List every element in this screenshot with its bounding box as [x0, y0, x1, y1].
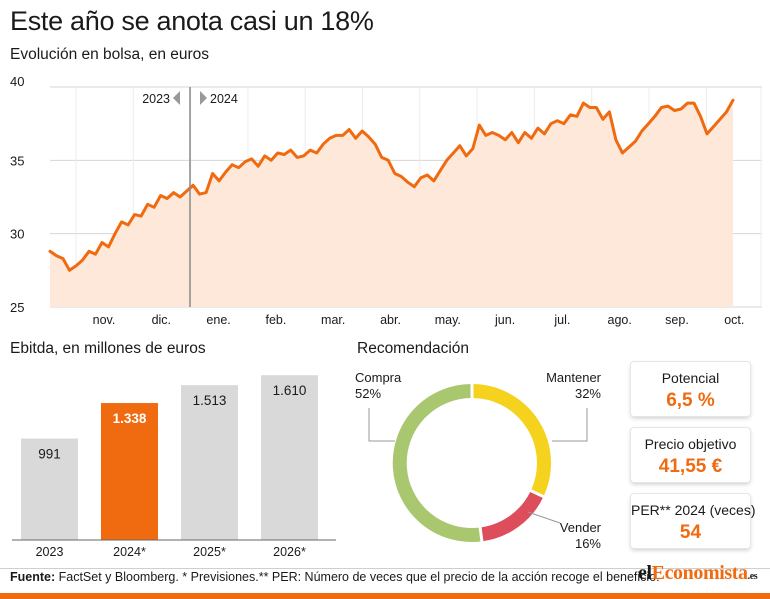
ebitda-bar: [181, 385, 238, 540]
slice-label-mantener: Mantener: [546, 370, 602, 385]
source-note: Fuente: FactSet y Bloomberg. * Prevision…: [10, 570, 660, 584]
footer-divider: [0, 568, 770, 569]
x-tick-label: abr.: [380, 313, 401, 327]
x-tick-label: mar.: [321, 313, 345, 327]
ebitda-bar-chart: 991 2023 1.338 2024* 1.513 2025* 1.610 2026*: [12, 375, 336, 559]
potencial-label: Potencial: [661, 370, 720, 386]
x-tick-label: sep.: [665, 313, 689, 327]
donut-slice-mantener: [471, 384, 551, 497]
year-divider-right-label: 2024: [210, 92, 238, 106]
x-tick-label: jun.: [494, 313, 515, 327]
potencial-card: Potencial 6,5 %: [631, 362, 750, 416]
per-label: PER** 2024 (veces): [631, 502, 756, 518]
price-line: [48, 98, 735, 272]
donut-slice-vender: [479, 490, 544, 542]
x-tick-label: nov.: [93, 313, 116, 327]
y-tick-label: 25: [10, 300, 24, 315]
ebitda-category-label: 2026*: [273, 545, 306, 559]
x-tick-label: ago.: [608, 313, 632, 327]
leader-line-mantener: [552, 408, 588, 442]
per-card: PER** 2024 (veces) 54: [631, 494, 756, 548]
ebitda-category-label: 2025*: [193, 545, 226, 559]
ebitda-value-label: 1.513: [193, 393, 227, 408]
ebitda-title: Ebitda, en millones de euros: [10, 340, 206, 357]
slice-label-compra: Compra: [355, 370, 402, 385]
page-title: Este año se anota casi un 18%: [10, 6, 374, 36]
potencial-value: 6,5 %: [666, 390, 715, 411]
x-tick-label: jul.: [553, 313, 570, 327]
leader-line-compra: [368, 408, 395, 442]
ebitda-value-label: 991: [38, 447, 61, 462]
source-text: FactSet y Bloomberg. * Previsiones.** PE…: [55, 570, 660, 584]
stock-line-chart: 25 30 35 40 nov. dic. ene. feb. mar. abr. may. jun.…: [10, 74, 762, 327]
donut-separator: [529, 488, 546, 499]
ebitda-bar: [21, 438, 78, 540]
ebitda-category-label: 2024*: [113, 545, 146, 559]
ebitda-bar: [261, 375, 318, 540]
slice-value-vender: 16%: [575, 536, 601, 551]
x-tick-label: may.: [435, 313, 461, 327]
donut-separator: [478, 526, 484, 543]
ebitda-value-label: 1.338: [113, 411, 147, 426]
leader-line-vender: [527, 511, 561, 524]
y-tick-label: 35: [10, 153, 24, 168]
y-tick-label: 40: [10, 74, 24, 89]
source-label: Fuente:: [10, 570, 56, 584]
eleconomista-logo: elEconomista.es: [638, 562, 758, 584]
arrow-left-icon: [173, 91, 180, 105]
x-tick-label: dic.: [152, 313, 171, 327]
price-area: [50, 100, 733, 307]
precio-objetivo-value: 41,55 €: [658, 456, 723, 477]
precio-objetivo-card: Precio objetivo 41,55 €: [631, 428, 750, 482]
ebitda-category-label: 2023: [36, 545, 64, 559]
donut-slice-compra: [392, 383, 482, 542]
per-value: 54: [679, 522, 702, 543]
brand-bar: [0, 593, 770, 599]
slice-label-vender: Vender: [560, 520, 602, 535]
year-divider-left-label: 2023: [142, 92, 170, 106]
x-tick-label: feb.: [265, 313, 286, 327]
x-tick-label: ene.: [206, 313, 230, 327]
slice-value-compra: 52%: [355, 386, 381, 401]
precio-objetivo-label: Precio objetivo: [644, 436, 737, 452]
recomendacion-title: Recomendación: [357, 340, 470, 357]
stock-chart-subtitle: Evolución en bolsa, en euros: [10, 46, 210, 63]
ebitda-value-label: 1.610: [273, 383, 307, 398]
arrow-right-icon: [200, 91, 207, 105]
x-tick-label: oct.: [724, 313, 744, 327]
ebitda-bar: [101, 403, 158, 540]
slice-value-mantener: 32%: [575, 386, 601, 401]
y-tick-label: 30: [10, 227, 24, 242]
